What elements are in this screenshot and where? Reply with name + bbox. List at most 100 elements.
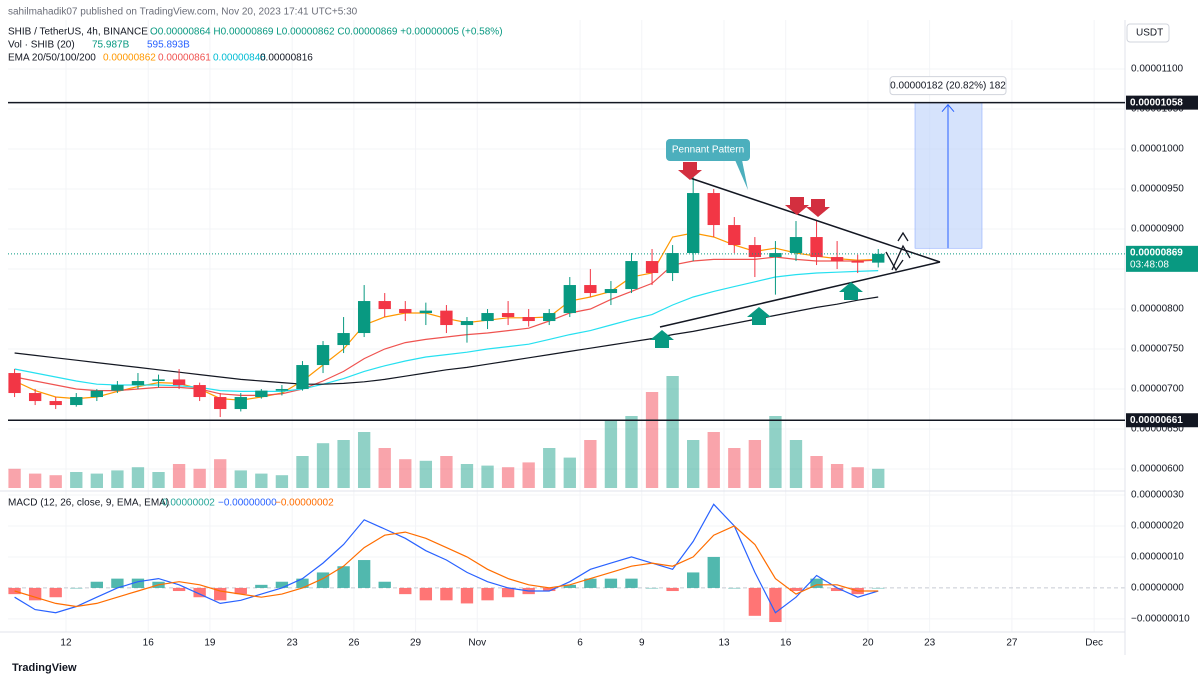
ema-value: 0.00000862 xyxy=(103,53,156,64)
currency-box[interactable] xyxy=(1126,23,1170,43)
candle-body xyxy=(830,257,844,262)
candle-body xyxy=(440,310,453,326)
macd-tick-label: −0.00000010 xyxy=(1131,614,1190,625)
candle-body xyxy=(769,253,782,258)
x-tick-label: 12 xyxy=(60,638,72,649)
macd-histogram-bar xyxy=(419,587,433,601)
volume-bar xyxy=(830,464,844,488)
candle-body xyxy=(337,333,350,346)
y-tick-label: 0.00000700 xyxy=(1131,384,1184,395)
macd-histogram-bar xyxy=(399,587,412,595)
volume-bar xyxy=(419,460,433,488)
x-tick-label: 6 xyxy=(577,638,583,649)
measure-label-box xyxy=(889,76,1007,96)
y-tick-label: 0.00001000 xyxy=(1131,144,1184,155)
volume-bar xyxy=(810,456,823,488)
candle-body xyxy=(563,285,576,314)
macd-histogram-bar xyxy=(440,587,453,601)
macd-histogram-bar xyxy=(501,587,515,598)
candle-body xyxy=(584,285,597,294)
macd-histogram-bar xyxy=(378,581,391,588)
macd-histogram-bar xyxy=(234,587,247,595)
volume-bar xyxy=(440,456,453,488)
data-layer xyxy=(8,101,1125,623)
macd-histogram-bar xyxy=(604,578,618,588)
x-tick-label: 29 xyxy=(410,638,422,649)
volume-bar xyxy=(851,467,864,488)
x-tick-label: 23 xyxy=(924,638,936,649)
candle-body xyxy=(645,261,659,274)
volume-bar xyxy=(214,459,227,488)
level-label: 0.00001058 xyxy=(1130,97,1183,108)
volume-bar xyxy=(584,440,597,488)
currency[interactable]: USDT xyxy=(1136,28,1163,39)
candle-body xyxy=(296,365,309,390)
volume-bar xyxy=(316,443,330,488)
projection-arrow xyxy=(891,231,911,271)
volume-bar xyxy=(543,448,556,488)
volume-bar xyxy=(8,468,21,488)
macd-histogram-bar xyxy=(8,587,21,595)
volume-bar xyxy=(234,470,247,488)
y-tick-label: 0.00001100 xyxy=(1131,64,1184,75)
candle-body xyxy=(70,397,83,406)
down-arrow xyxy=(678,162,702,180)
candle-body xyxy=(193,385,206,398)
vol-ma-value: 595.893B xyxy=(147,40,190,51)
macd-tick-label: 0.00000000 xyxy=(1131,583,1184,594)
ema-value: 0.00000861 xyxy=(158,53,211,64)
x-tick-label: 26 xyxy=(348,638,360,649)
up-arrow xyxy=(839,282,863,300)
ema-legend: EMA 20/50/100/200 xyxy=(8,53,96,64)
volume-bar xyxy=(399,459,412,488)
candle-body xyxy=(111,385,124,391)
x-tick-label: Dec xyxy=(1085,638,1103,649)
trendline xyxy=(689,177,941,263)
candle-body xyxy=(707,193,720,226)
macd-histogram-bar xyxy=(810,578,823,588)
x-tick-label: 16 xyxy=(780,638,792,649)
macd-histogram-bar xyxy=(255,584,268,588)
countdown: 03:48:08 xyxy=(1130,259,1169,270)
trendline xyxy=(659,261,941,328)
signal-line xyxy=(14,525,879,608)
vol-value: 75.987B xyxy=(92,40,130,51)
candle-body xyxy=(131,381,145,386)
macd-histogram-bar xyxy=(275,581,289,588)
macd-histogram-bar xyxy=(543,587,556,592)
y-tick-label: 0.00000800 xyxy=(1131,304,1184,315)
macd-histogram-bar xyxy=(687,572,700,588)
macd-tick-label: 0.00000010 xyxy=(1131,552,1184,563)
candle-body xyxy=(851,261,864,263)
macd-histogram-bar xyxy=(707,556,720,588)
candle-body xyxy=(728,225,741,246)
x-tick-label: 27 xyxy=(1006,638,1018,649)
macd-legend: MACD (12, 26, close, 9, EMA, EMA) xyxy=(8,498,169,509)
candle-body xyxy=(28,393,42,402)
volume-bar xyxy=(49,475,62,488)
volume-bar xyxy=(501,467,515,488)
macd-histogram-bar xyxy=(769,587,782,623)
x-tick-label: 9 xyxy=(639,638,645,649)
candle-body xyxy=(522,317,535,322)
candle-body xyxy=(275,389,289,391)
candle-body xyxy=(604,289,618,294)
volume-bar xyxy=(666,376,679,488)
callout-tail xyxy=(735,160,748,190)
candle-body xyxy=(810,237,823,258)
macd-value: 0.00000002 xyxy=(162,498,215,509)
candle-body xyxy=(214,397,227,410)
volume-bar xyxy=(131,467,145,488)
macd-histogram-bar xyxy=(49,587,62,598)
volume-bar xyxy=(481,465,494,488)
x-tick-label: 23 xyxy=(287,638,299,649)
ohlc: O0.00000864 H0.00000869 L0.00000862 C0.0… xyxy=(150,27,503,38)
x-tick-label: 16 xyxy=(143,638,155,649)
y-tick-label: 0.00000900 xyxy=(1131,224,1184,235)
ema-value: 0.00000846 xyxy=(213,53,266,64)
x-tick-label: 19 xyxy=(204,638,216,649)
volume-bar xyxy=(296,456,309,488)
volume-bar xyxy=(460,464,474,488)
candle-body xyxy=(419,310,433,314)
volume-bar xyxy=(70,472,83,488)
